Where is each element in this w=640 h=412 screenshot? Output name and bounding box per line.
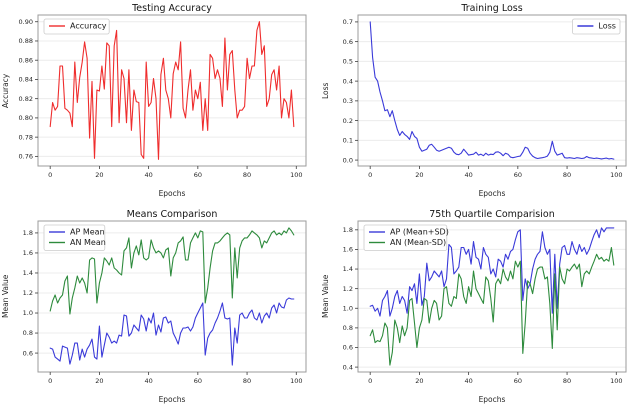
svg-text:1.2: 1.2 — [343, 285, 353, 293]
chart-title: 75th Quartile Comparision — [429, 209, 555, 220]
svg-text:AN Mean: AN Mean — [70, 238, 106, 247]
svg-text:0.4: 0.4 — [343, 77, 353, 85]
svg-text:100: 100 — [610, 377, 622, 385]
svg-text:80: 80 — [243, 377, 251, 385]
plot-testing-accuracy: 0.76 0.78 0.80 0.82 0.84 0.86 0.88 0.90 0 20 40 60 8… — [19, 14, 307, 179]
svg-text:0.2: 0.2 — [343, 117, 353, 125]
svg-text:0.5: 0.5 — [343, 58, 353, 66]
svg-text:60: 60 — [194, 171, 202, 179]
svg-text:80: 80 — [563, 171, 571, 179]
svg-text:0: 0 — [48, 171, 52, 179]
svg-text:0.86: 0.86 — [19, 56, 33, 64]
svg-text:AP (Mean+SD): AP (Mean+SD) — [390, 228, 449, 237]
chart-means-comparison: Means Comparison Mean Value 0.6 0.8 1.0 1.2… — [0, 206, 320, 412]
chart-title: Training Loss — [461, 3, 523, 14]
svg-text:1.4: 1.4 — [23, 269, 33, 277]
svg-text:40: 40 — [144, 377, 152, 385]
svg-text:0.4: 0.4 — [343, 363, 353, 371]
svg-text:1.6: 1.6 — [343, 246, 353, 254]
chart-title: Testing Accuracy — [132, 3, 212, 14]
svg-text:1.2: 1.2 — [23, 289, 33, 297]
svg-text:0.7: 0.7 — [343, 18, 353, 26]
svg-text:AN (Mean-SD): AN (Mean-SD) — [390, 238, 446, 247]
svg-text:1.8: 1.8 — [23, 229, 33, 237]
chart-testing-accuracy: Testing Accuracy Accuracy 0.76 0.78 0.80 0.… — [0, 0, 320, 206]
svg-text:0.8: 0.8 — [23, 329, 33, 337]
chart-75th-quartile-comparision: 75th Quartile Comparision Mean Value 0.4… — [320, 206, 640, 412]
svg-text:60: 60 — [194, 377, 202, 385]
svg-text:0.88: 0.88 — [19, 37, 33, 45]
svg-text:60: 60 — [514, 171, 522, 179]
svg-text:1.0: 1.0 — [343, 304, 353, 312]
svg-text:1.4: 1.4 — [343, 265, 353, 273]
svg-text:100: 100 — [290, 377, 302, 385]
svg-text:1.8: 1.8 — [343, 226, 353, 234]
plot-75th-quartile-comparision: 0.4 0.6 0.8 1.0 1.2 1.4 1.6 1.8 0 20 40 60 80 100 AP (… — [343, 220, 627, 385]
svg-text:0.1: 0.1 — [343, 137, 353, 145]
chart-title: Means Comparison — [126, 209, 218, 220]
svg-text:0.76: 0.76 — [19, 153, 33, 161]
svg-text:0.3: 0.3 — [343, 97, 353, 105]
svg-text:1.0: 1.0 — [23, 309, 33, 317]
svg-text:0.0: 0.0 — [343, 156, 353, 164]
svg-text:100: 100 — [610, 171, 622, 179]
svg-text:40: 40 — [464, 171, 472, 179]
svg-text:40: 40 — [144, 171, 152, 179]
x-axis-label: Epochs — [478, 395, 506, 404]
svg-text:20: 20 — [415, 377, 423, 385]
svg-text:0.6: 0.6 — [343, 344, 353, 352]
svg-text:0: 0 — [368, 377, 372, 385]
svg-text:Accuracy: Accuracy — [70, 22, 107, 31]
svg-text:20: 20 — [95, 377, 103, 385]
svg-text:0.84: 0.84 — [19, 76, 33, 84]
svg-text:AP Mean: AP Mean — [70, 228, 105, 237]
svg-text:0.82: 0.82 — [19, 95, 33, 103]
svg-text:0.6: 0.6 — [23, 349, 33, 357]
svg-text:80: 80 — [563, 377, 571, 385]
x-axis-label: Epochs — [158, 395, 186, 404]
svg-text:0.78: 0.78 — [19, 133, 33, 141]
plot-means-comparison: 0.6 0.8 1.0 1.2 1.4 1.6 1.8 0 20 40 60 80 100 AP Mean… — [23, 220, 307, 385]
svg-text:0.8: 0.8 — [343, 324, 353, 332]
svg-text:100: 100 — [290, 171, 302, 179]
plot-training-loss: 0.0 0.1 0.2 0.3 0.4 0.5 0.6 0.7 0 20 40 60 80 100 Loss — [343, 14, 627, 179]
svg-text:1.6: 1.6 — [23, 249, 33, 257]
svg-text:Loss: Loss — [598, 22, 616, 31]
svg-text:0.6: 0.6 — [343, 38, 353, 46]
svg-text:20: 20 — [95, 171, 103, 179]
svg-text:0: 0 — [48, 377, 52, 385]
svg-text:60: 60 — [514, 377, 522, 385]
svg-text:40: 40 — [464, 377, 472, 385]
chart-training-loss: Training Loss Loss 0.0 0.1 0.2 0.3 0.4 0.5 0.6… — [320, 0, 640, 206]
svg-text:20: 20 — [415, 171, 423, 179]
svg-text:0.80: 0.80 — [19, 114, 33, 122]
svg-text:0.90: 0.90 — [19, 18, 33, 26]
svg-text:0: 0 — [368, 171, 372, 179]
x-axis-label: Epochs — [478, 189, 506, 198]
x-axis-label: Epochs — [158, 189, 186, 198]
svg-text:80: 80 — [243, 171, 251, 179]
